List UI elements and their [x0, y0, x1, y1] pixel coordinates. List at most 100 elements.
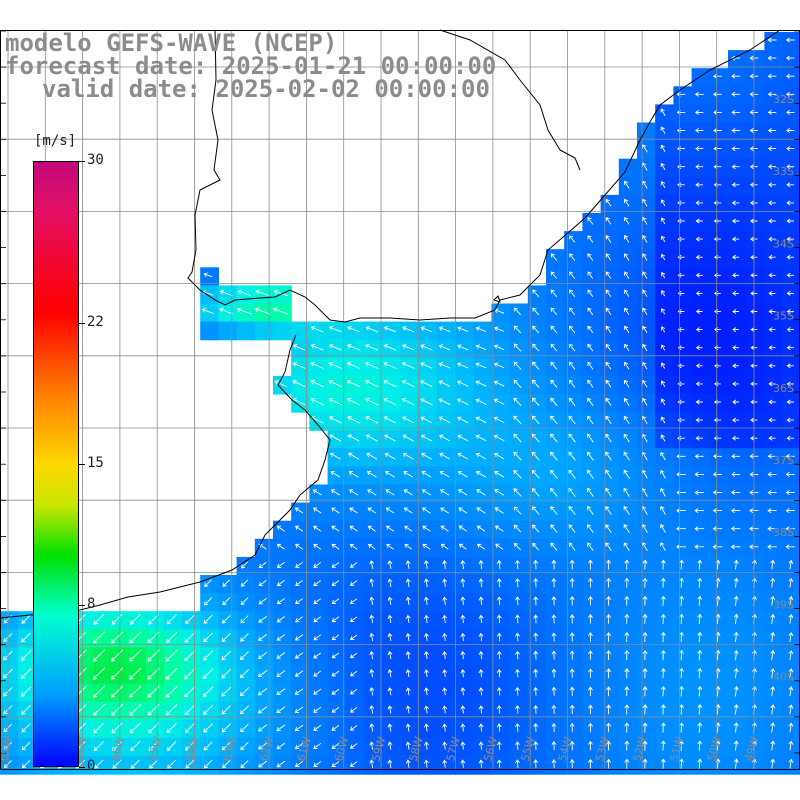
wind-cell: [728, 213, 747, 232]
wind-arrow: [587, 235, 594, 243]
wind-cell: [709, 375, 729, 395]
wind-cell: [473, 611, 492, 630]
wind-cell: [364, 321, 383, 341]
wind-arrow: [366, 452, 378, 460]
wind-arrow: [660, 271, 666, 279]
wind-arrow: [712, 544, 723, 550]
wind-arrow: [551, 704, 557, 714]
wind-arrow: [732, 345, 739, 351]
wind-arrow: [496, 632, 502, 642]
wind-cell: [345, 701, 365, 721]
wind-arrow: [166, 741, 177, 751]
wind-arrow: [494, 326, 505, 332]
wind-arrow: [642, 740, 648, 751]
wind-arrow: [515, 559, 520, 570]
wind-arrow: [420, 416, 433, 424]
wind-cell: [18, 756, 37, 775]
wind-arrow: [660, 326, 666, 333]
wind-cell: [618, 158, 638, 178]
wind-arrow: [551, 722, 557, 733]
wind-cell: [309, 357, 329, 377]
wind-arrow: [291, 289, 306, 297]
wind-arrow: [237, 289, 252, 297]
wind-cell: [637, 647, 656, 667]
wind-arrow: [587, 415, 594, 425]
wind-arrow: [788, 631, 794, 642]
wind-cell: [637, 303, 656, 323]
wind-cell: [273, 719, 292, 739]
wind-arrow: [240, 760, 249, 769]
wind-cell: [163, 683, 183, 703]
wind-arrow: [442, 614, 448, 623]
wind-arrow: [166, 614, 177, 625]
wind-cell: [764, 502, 784, 522]
wind-cell: [0, 756, 19, 775]
wind-cell: [728, 665, 747, 685]
wind-arrow: [457, 470, 468, 478]
wind-arrow: [369, 705, 375, 714]
wind-arrow: [257, 651, 268, 659]
wind-arrow: [587, 722, 593, 733]
wind-cell: [691, 321, 711, 341]
wind-arrow: [587, 614, 593, 624]
wind-arrow: [328, 397, 343, 406]
wind-cell: [382, 629, 401, 648]
wind-cell: [582, 719, 602, 739]
wind-cell: [546, 575, 565, 594]
wind-cell: [709, 466, 729, 486]
wind-arrow: [770, 577, 776, 588]
wind-arrow: [785, 55, 795, 61]
wind-arrow: [513, 469, 522, 479]
wind-cell: [637, 520, 656, 540]
wind-arrow: [276, 525, 285, 532]
wind-arrow: [660, 217, 666, 225]
wind-arrow: [460, 632, 466, 642]
wind-arrow: [642, 343, 648, 352]
wind-cell: [127, 719, 147, 739]
wind-arrow: [515, 632, 520, 642]
wind-arrow: [276, 543, 285, 550]
wind-cell: [273, 593, 292, 612]
wind-cell: [709, 448, 729, 467]
wind-arrow: [93, 741, 104, 751]
wind-cell: [418, 593, 438, 612]
wind-arrow: [478, 687, 484, 696]
wind-arrow: [369, 668, 375, 678]
wind-arrow: [401, 380, 415, 388]
wind-arrow: [493, 416, 505, 424]
wind-cell: [291, 593, 310, 612]
wind-cell: [0, 665, 19, 685]
wind-cell: [109, 611, 128, 630]
wind-cell: [764, 213, 784, 232]
wind-arrow: [493, 380, 505, 387]
wind-arrow: [349, 743, 358, 749]
wind-arrow: [770, 668, 776, 679]
wind-cell: [291, 556, 310, 576]
wind-arrow: [460, 650, 466, 660]
wind-cell: [382, 357, 401, 377]
wind-arrow: [129, 685, 142, 698]
wind-cell: [527, 665, 547, 685]
longitude-label: 55W: [519, 735, 538, 763]
wind-cell: [254, 285, 274, 305]
wind-arrow: [624, 325, 630, 334]
wind-cell: [436, 556, 456, 576]
wind-cell: [764, 176, 784, 196]
wind-arrow: [660, 253, 666, 261]
wind-arrow: [642, 722, 648, 733]
wind-cell: [309, 756, 329, 775]
wind-cell: [728, 394, 747, 413]
wind-arrow: [731, 200, 740, 206]
wind-arrow: [258, 580, 267, 587]
wind-arrow: [768, 272, 776, 278]
wind-cell: [709, 104, 729, 124]
wind-cell: [709, 412, 729, 431]
wind-cell: [691, 575, 711, 594]
wind-cell: [400, 647, 420, 667]
wind-arrow: [313, 761, 322, 767]
wind-arrow: [660, 416, 666, 424]
wind-arrow: [697, 740, 703, 751]
wind-cell: [728, 593, 747, 612]
wind-arrow: [460, 723, 466, 732]
wind-arrow: [569, 740, 575, 751]
